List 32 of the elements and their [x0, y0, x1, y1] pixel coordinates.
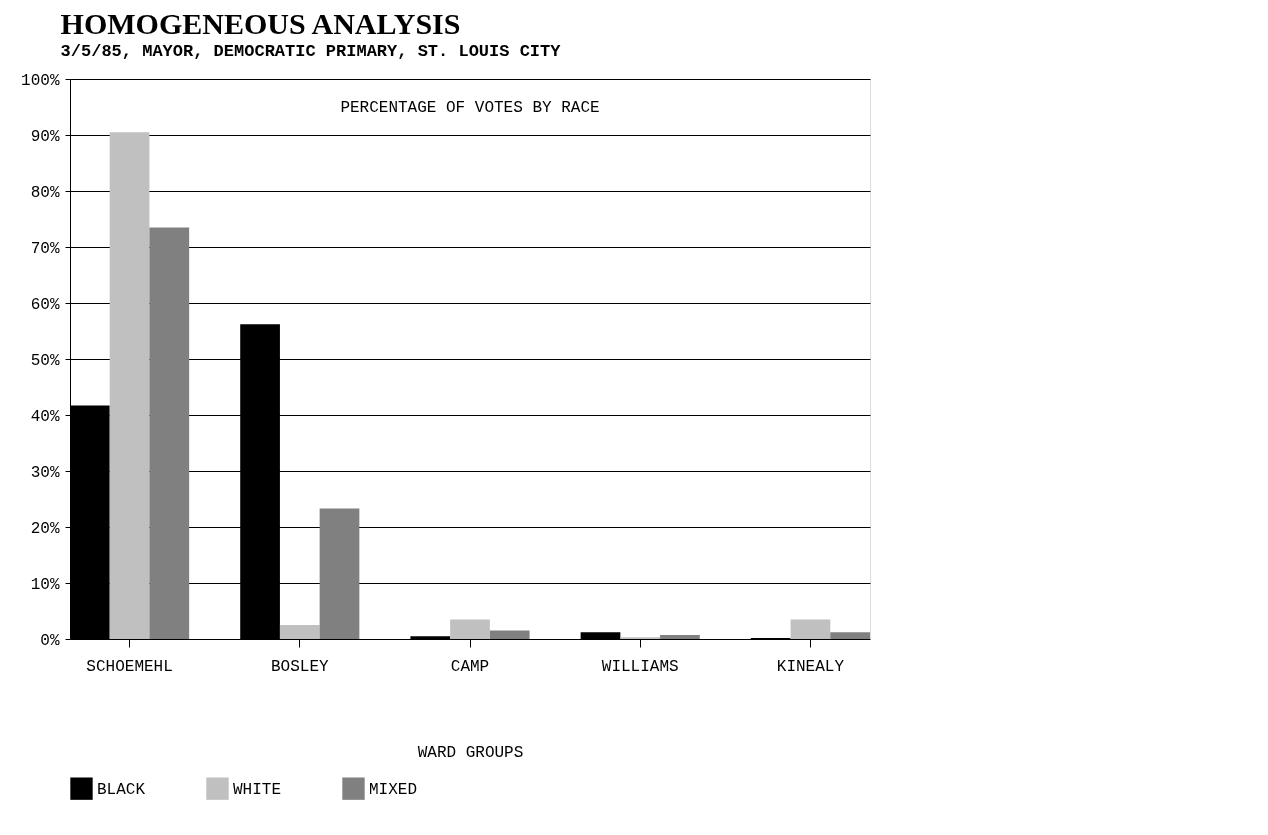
x-tick-label: SCHOEMEHL — [86, 657, 173, 676]
bar — [489, 630, 530, 639]
chart-subtitle: 3/5/85, MAYOR, DEMOCRATIC PRIMARY, ST. LOUIS CITY — [60, 42, 562, 61]
legend-label: WHITE — [233, 780, 282, 799]
bar — [830, 632, 870, 639]
bar — [450, 619, 490, 639]
y-tick-label: 50% — [30, 351, 60, 370]
y-tick-label: 30% — [30, 463, 60, 482]
y-tick-label: 10% — [30, 575, 60, 594]
y-tick-label: 40% — [30, 407, 60, 426]
bar — [109, 132, 150, 639]
x-tick-label: BOSLEY — [270, 657, 329, 676]
y-tick-label: 70% — [30, 239, 60, 258]
bar — [279, 625, 320, 639]
x-tick-label: WILLIAMS — [601, 657, 679, 676]
x-tick-label: KINEALY — [776, 657, 845, 676]
bar — [660, 635, 700, 639]
legend-label: MIXED — [369, 780, 418, 799]
chart-title: HOMOGENEOUS ANALYSIS — [60, 7, 461, 40]
bar — [149, 227, 190, 639]
y-tick-label: 80% — [30, 183, 60, 202]
y-tick-label: 0% — [40, 631, 60, 650]
x-tick-label: CAMP — [450, 657, 490, 676]
annotation: PERCENTAGE OF VOTES BY RACE — [340, 99, 600, 117]
bar — [319, 508, 360, 639]
x-axis-title: WARD GROUPS — [417, 743, 524, 762]
y-tick-label: 60% — [30, 295, 60, 314]
y-tick-label: 90% — [30, 127, 60, 146]
legend-label: BLACK — [97, 780, 146, 799]
y-tick-label: 20% — [30, 519, 60, 538]
bar — [790, 619, 831, 639]
y-tick-label: 100% — [21, 71, 60, 90]
